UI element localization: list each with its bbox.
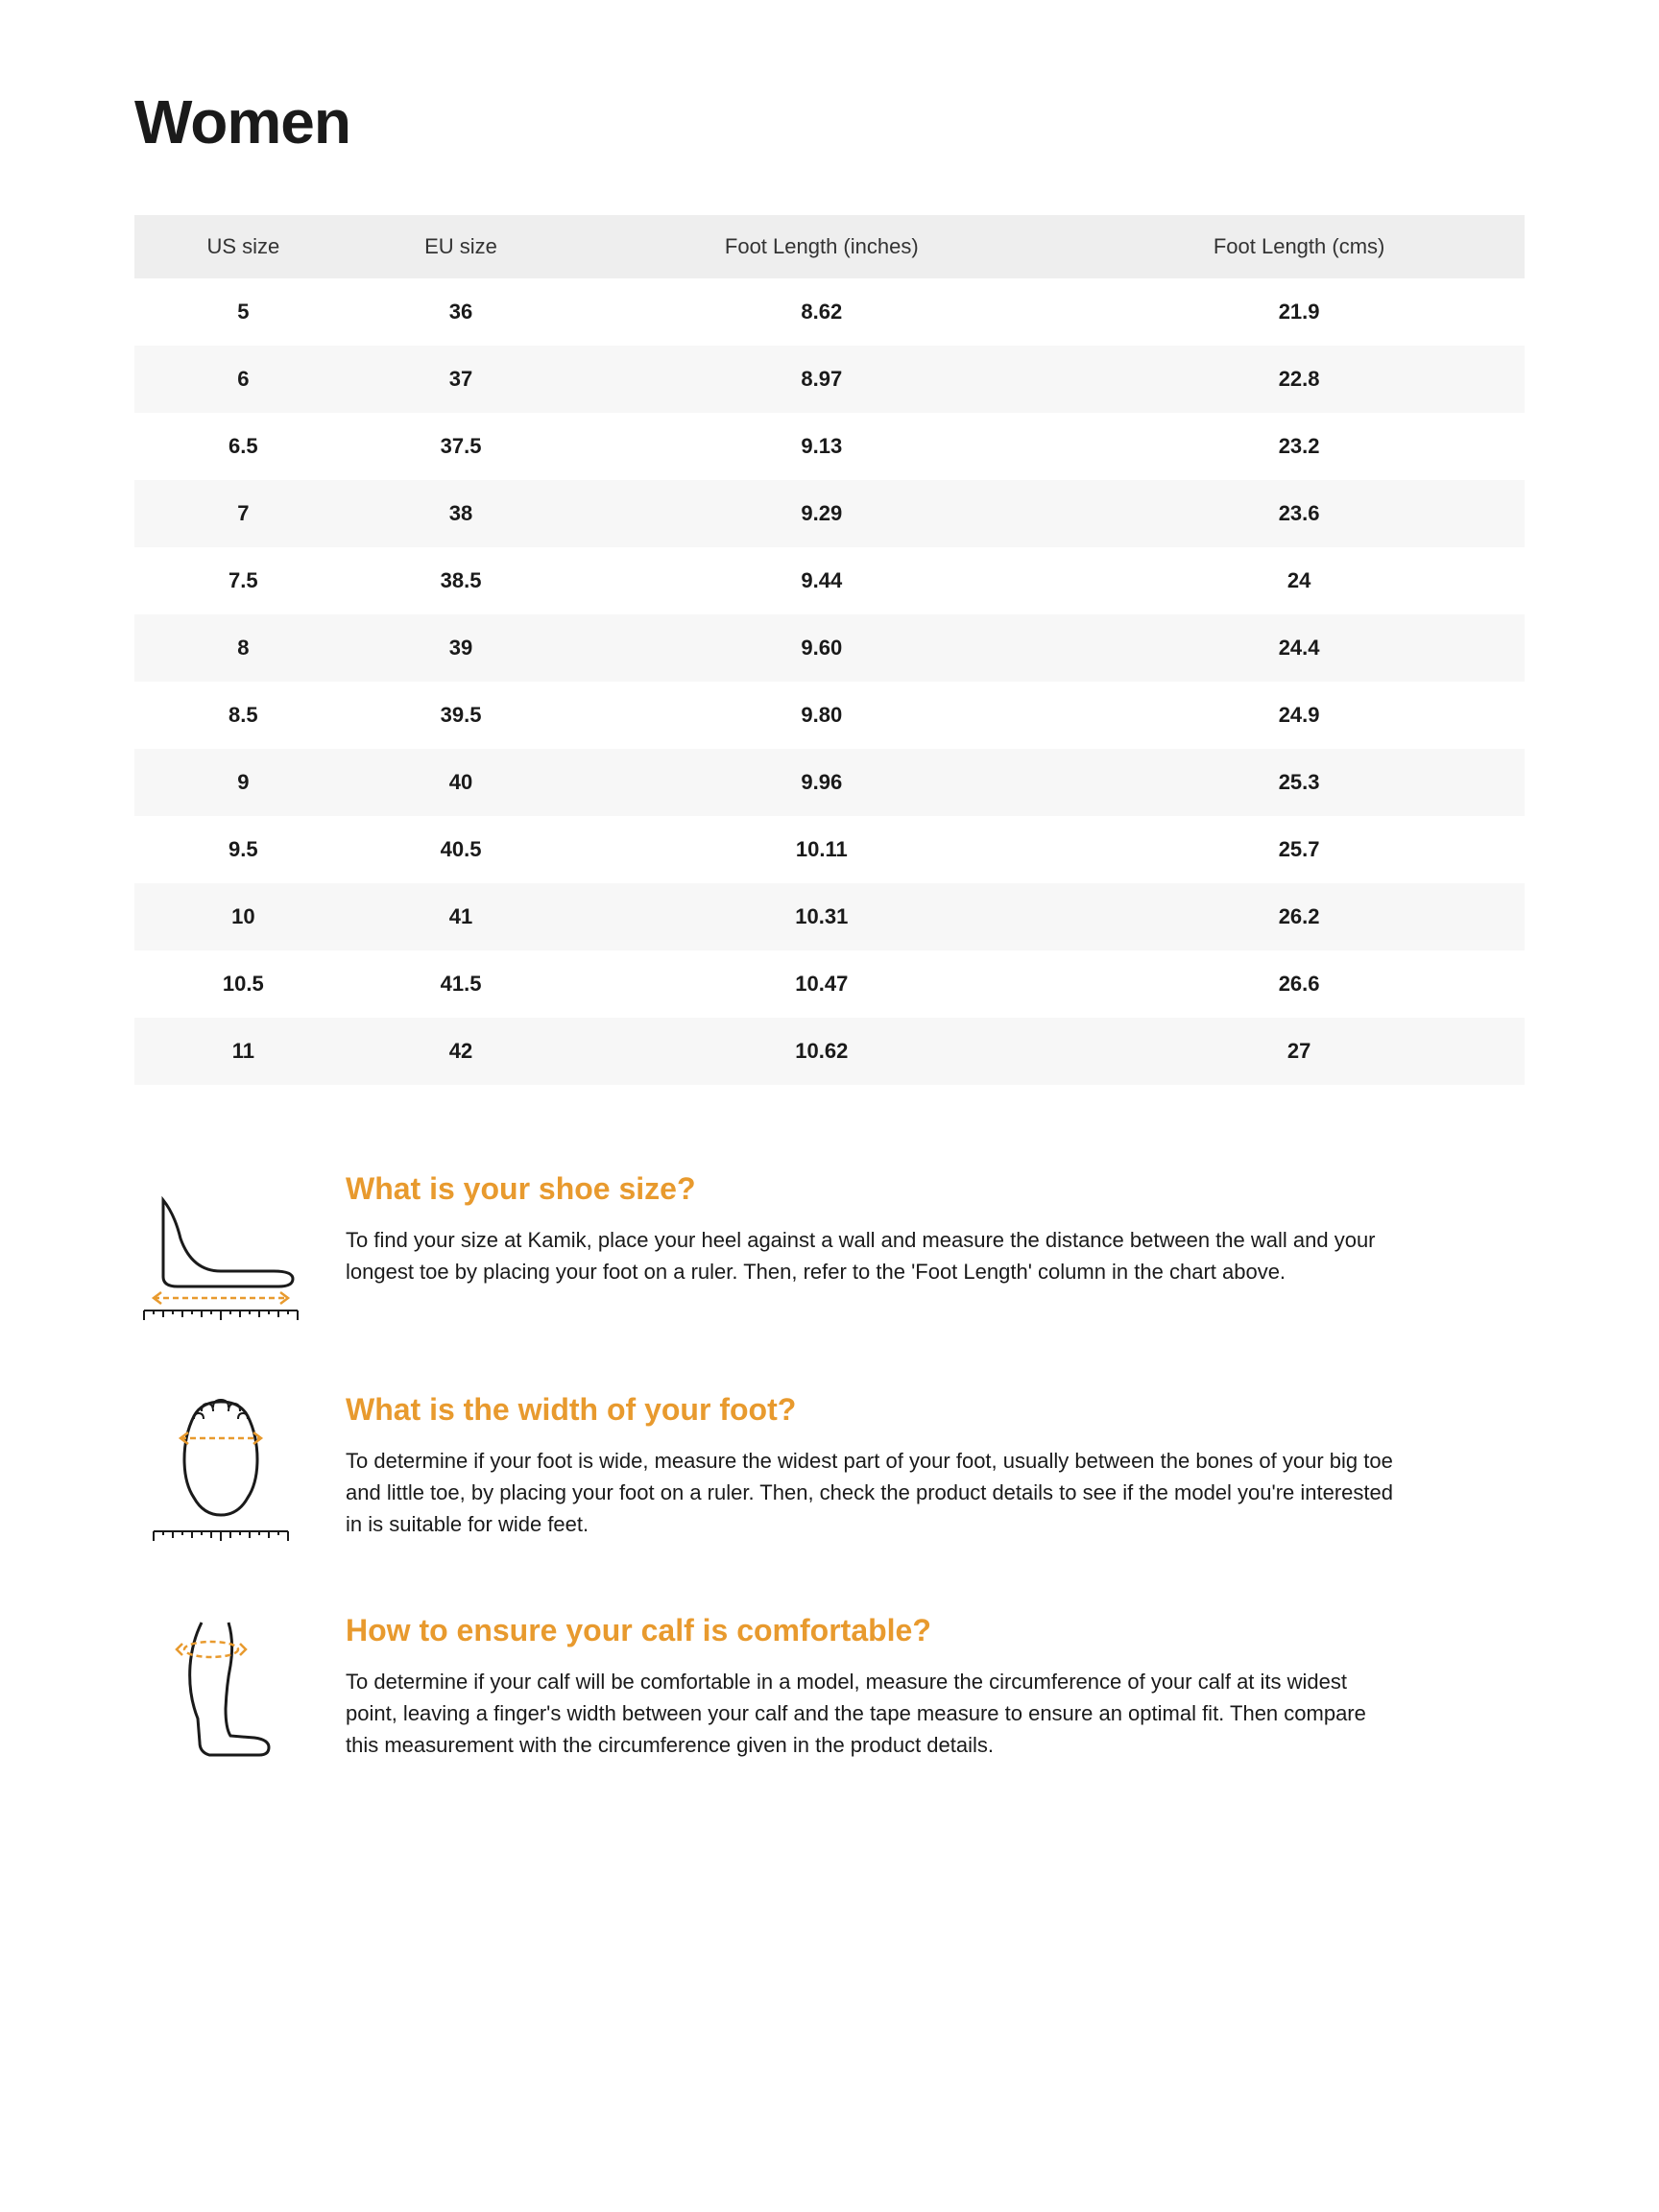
info-body: To determine if your foot is wide, measu… — [346, 1445, 1402, 1540]
col-foot-inches: Foot Length (inches) — [569, 215, 1073, 278]
table-cell: 10.47 — [569, 950, 1073, 1018]
table-cell: 9.44 — [569, 547, 1073, 614]
table-cell: 23.6 — [1073, 480, 1525, 547]
table-cell: 10.11 — [569, 816, 1073, 883]
table-cell: 39.5 — [352, 682, 570, 749]
table-cell: 6 — [134, 346, 352, 413]
table-cell: 25.7 — [1073, 816, 1525, 883]
table-cell: 10.5 — [134, 950, 352, 1018]
info-heading: How to ensure your calf is comfortable? — [346, 1613, 1402, 1648]
table-header: US size EU size Foot Length (inches) Foo… — [134, 215, 1525, 278]
page-title: Women — [134, 86, 1525, 157]
info-body: To determine if your calf will be comfor… — [346, 1666, 1402, 1761]
table-cell: 39 — [352, 614, 570, 682]
table-cell: 8.5 — [134, 682, 352, 749]
foot-width-icon — [134, 1392, 307, 1546]
table-row: 8.539.59.8024.9 — [134, 682, 1525, 749]
table-cell: 24.9 — [1073, 682, 1525, 749]
table-cell: 41 — [352, 883, 570, 950]
table-cell: 9.5 — [134, 816, 352, 883]
table-cell: 40.5 — [352, 816, 570, 883]
table-cell: 26.2 — [1073, 883, 1525, 950]
table-cell: 23.2 — [1073, 413, 1525, 480]
table-row: 6.537.59.1323.2 — [134, 413, 1525, 480]
info-body: To find your size at Kamik, place your h… — [346, 1224, 1402, 1287]
table-cell: 37.5 — [352, 413, 570, 480]
table-cell: 40 — [352, 749, 570, 816]
table-cell: 9.96 — [569, 749, 1073, 816]
info-heading: What is your shoe size? — [346, 1171, 1402, 1207]
table-cell: 38 — [352, 480, 570, 547]
table-cell: 41.5 — [352, 950, 570, 1018]
table-cell: 42 — [352, 1018, 570, 1085]
table-cell: 9.80 — [569, 682, 1073, 749]
table-row: 114210.6227 — [134, 1018, 1525, 1085]
info-calf: How to ensure your calf is comfortable? … — [134, 1613, 1525, 1767]
col-eu-size: EU size — [352, 215, 570, 278]
table-cell: 9 — [134, 749, 352, 816]
table-cell: 6.5 — [134, 413, 352, 480]
table-cell: 10.31 — [569, 883, 1073, 950]
table-row: 9409.9625.3 — [134, 749, 1525, 816]
table-cell: 24 — [1073, 547, 1525, 614]
table-cell: 7 — [134, 480, 352, 547]
table-row: 7389.2923.6 — [134, 480, 1525, 547]
table-cell: 25.3 — [1073, 749, 1525, 816]
table-cell: 8.62 — [569, 278, 1073, 346]
table-cell: 24.4 — [1073, 614, 1525, 682]
table-row: 104110.3126.2 — [134, 883, 1525, 950]
table-row: 8399.6024.4 — [134, 614, 1525, 682]
table-body: 5368.6221.96378.9722.86.537.59.1323.2738… — [134, 278, 1525, 1085]
table-cell: 9.13 — [569, 413, 1073, 480]
info-shoe-size: What is your shoe size? To find your siz… — [134, 1171, 1525, 1325]
table-cell: 21.9 — [1073, 278, 1525, 346]
col-foot-cms: Foot Length (cms) — [1073, 215, 1525, 278]
table-cell: 26.6 — [1073, 950, 1525, 1018]
table-cell: 10.62 — [569, 1018, 1073, 1085]
table-row: 10.541.510.4726.6 — [134, 950, 1525, 1018]
table-cell: 8.97 — [569, 346, 1073, 413]
table-cell: 10 — [134, 883, 352, 950]
table-row: 9.540.510.1125.7 — [134, 816, 1525, 883]
table-cell: 5 — [134, 278, 352, 346]
info-foot-width: What is the width of your foot? To deter… — [134, 1392, 1525, 1546]
col-us-size: US size — [134, 215, 352, 278]
table-cell: 9.29 — [569, 480, 1073, 547]
foot-length-icon — [134, 1171, 307, 1325]
table-row: 7.538.59.4424 — [134, 547, 1525, 614]
table-cell: 27 — [1073, 1018, 1525, 1085]
info-heading: What is the width of your foot? — [346, 1392, 1402, 1428]
table-cell: 36 — [352, 278, 570, 346]
table-cell: 38.5 — [352, 547, 570, 614]
table-cell: 8 — [134, 614, 352, 682]
table-cell: 7.5 — [134, 547, 352, 614]
table-cell: 22.8 — [1073, 346, 1525, 413]
table-cell: 9.60 — [569, 614, 1073, 682]
table-cell: 37 — [352, 346, 570, 413]
table-row: 5368.6221.9 — [134, 278, 1525, 346]
table-row: 6378.9722.8 — [134, 346, 1525, 413]
table-cell: 11 — [134, 1018, 352, 1085]
size-chart-table: US size EU size Foot Length (inches) Foo… — [134, 215, 1525, 1085]
calf-icon — [134, 1613, 307, 1767]
